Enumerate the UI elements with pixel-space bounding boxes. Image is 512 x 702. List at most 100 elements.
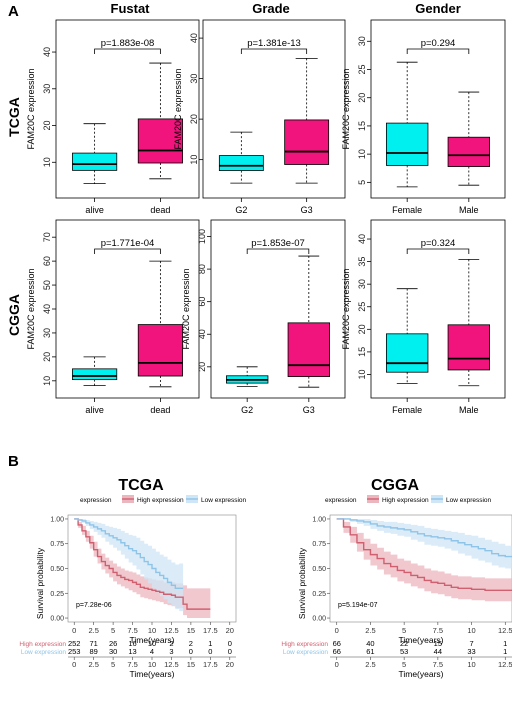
risk-table-count: 15 xyxy=(434,639,442,648)
x-tick-label: dead xyxy=(150,405,170,415)
km-panel: expression High expression Low expression 0… xyxy=(281,495,512,679)
y-tick-label: 60 xyxy=(42,256,52,266)
box-g3 xyxy=(284,119,330,165)
p-value-label: p=1.883e-08 xyxy=(101,38,155,49)
significance-bracket xyxy=(94,248,161,254)
x-tick-label: Male xyxy=(459,405,479,415)
p-value-label: p=7.28e-06 xyxy=(76,602,112,609)
confidence-band xyxy=(336,518,512,569)
confidence-band xyxy=(74,518,184,614)
survival-plots: expression High expression Low expression0… xyxy=(19,495,512,679)
risk-table-count: 253 xyxy=(68,647,81,656)
y-tick-label: 35 xyxy=(357,257,367,267)
x-tick-label: Female xyxy=(392,205,422,215)
x-tick-label: G3 xyxy=(303,405,315,415)
y-tick-label: 10 xyxy=(42,157,52,167)
y-axis-label: FAM20C expression xyxy=(26,268,36,349)
risk-x-tick-label: 5 xyxy=(111,660,115,669)
risk-table-row-label: High expression xyxy=(19,641,66,648)
y-axis-label: FAM20C expression xyxy=(173,68,183,149)
y-tick-label: 30 xyxy=(42,84,52,94)
x-tick-label: 7.5 xyxy=(127,626,137,635)
y-tick-label: 50 xyxy=(42,280,52,290)
risk-table-count: 30 xyxy=(109,647,117,656)
y-tick-label: 25 xyxy=(357,64,367,74)
risk-x-tick-label: 15 xyxy=(187,660,195,669)
risk-table-count: 0 xyxy=(228,639,232,648)
y-tick-label: 40 xyxy=(189,33,199,43)
y-tick-label: 0.75 xyxy=(312,541,326,548)
risk-x-tick-label: 2.5 xyxy=(88,660,98,669)
y-tick-label: 25 xyxy=(357,302,367,312)
x-tick-label: 10 xyxy=(467,626,475,635)
y-tick-label: 30 xyxy=(357,36,367,46)
risk-x-tick-label: 2.5 xyxy=(365,660,375,669)
survival-curve-low xyxy=(74,518,184,590)
risk-table-count: 1 xyxy=(503,639,507,648)
box-male xyxy=(447,136,490,167)
y-tick-label: 15 xyxy=(357,347,367,357)
significance-bracket xyxy=(406,248,470,254)
legend-item: High expression xyxy=(137,497,184,504)
y-tick-label: 30 xyxy=(357,279,367,289)
y-tick-label: 20 xyxy=(189,114,199,124)
y-tick-label: 70 xyxy=(42,232,52,242)
box-g2 xyxy=(218,155,264,171)
x-tick-label: 12.5 xyxy=(164,626,179,635)
risk-table-count: 0 xyxy=(228,647,232,656)
risk-table-count: 0 xyxy=(189,647,193,656)
y-tick-label: 1.00 xyxy=(312,516,326,523)
risk-table-count: 7 xyxy=(469,639,473,648)
risk-table-count: 66 xyxy=(333,639,341,648)
km-title-tcga: TCGA xyxy=(118,477,164,494)
p-value-label: p=0.294 xyxy=(421,38,456,49)
p-value-label: p=0.324 xyxy=(421,238,456,249)
y-tick-label: 40 xyxy=(357,234,367,244)
legend-item: High expression xyxy=(382,497,429,504)
risk-x-tick-label: 0 xyxy=(335,660,339,669)
box-dead xyxy=(137,324,183,377)
y-tick-label: 20 xyxy=(197,362,207,372)
p-value-label: p=5.194e-07 xyxy=(338,602,378,609)
y-tick-label: 0.00 xyxy=(312,616,326,623)
y-axis-label: FAM20C expression xyxy=(26,68,36,149)
legend-title: expression xyxy=(325,497,357,504)
x-tick-label: 12.5 xyxy=(498,626,512,635)
risk-table-count: 252 xyxy=(68,639,81,648)
survival-curve-low xyxy=(336,518,512,558)
x-tick-label: G2 xyxy=(241,405,253,415)
box-alive xyxy=(72,368,118,381)
risk-table-count: 33 xyxy=(467,647,475,656)
box-female xyxy=(386,122,429,166)
column-title-fustat: Fustat xyxy=(111,1,151,16)
boxplot-panel: 5 10 15 20 25 30 FAM20C expression Female Male p=… xyxy=(341,19,506,215)
box-g3 xyxy=(287,322,330,377)
x-tick-label: 10 xyxy=(148,626,156,635)
risk-table-count: 61 xyxy=(366,647,374,656)
significance-bracket xyxy=(406,48,470,54)
survival-curve-high xyxy=(74,518,211,610)
risk-x-tick-label: 7.5 xyxy=(127,660,137,669)
y-tick-label: 0.00 xyxy=(50,616,64,623)
y-tick-label: 15 xyxy=(357,121,367,131)
x-tick-label: Male xyxy=(459,205,479,215)
risk-table-row-label: Low expression xyxy=(283,649,329,656)
boxplot-panel: 20 40 60 80 100 FAM20C expression G2 G3 p=1.853e… xyxy=(181,219,346,415)
risk-x-tick-label: 10 xyxy=(467,660,475,669)
x-tick-label: alive xyxy=(85,205,104,215)
km-panel: expression High expression Low expression0… xyxy=(19,495,247,679)
y-tick-label: 20 xyxy=(42,121,52,131)
y-tick-label: 20 xyxy=(357,93,367,103)
risk-table-row-label: Low expression xyxy=(21,649,67,656)
plot-frame xyxy=(210,219,346,399)
y-tick-label: 0.25 xyxy=(312,591,326,598)
y-axis-label: FAM20C expression xyxy=(181,268,191,349)
risk-table-count: 26 xyxy=(109,639,117,648)
x-tick-label: 15 xyxy=(187,626,195,635)
x-tick-label: 7.5 xyxy=(433,626,443,635)
y-tick-label: 0.75 xyxy=(50,541,64,548)
y-axis-label: FAM20C expression xyxy=(341,68,351,149)
y-tick-label: 5 xyxy=(357,180,367,185)
x-tick-label: 5 xyxy=(111,626,115,635)
